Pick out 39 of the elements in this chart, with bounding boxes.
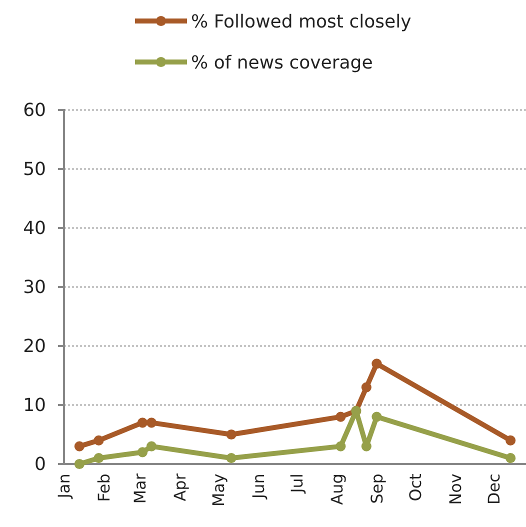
point <box>74 458 84 470</box>
point <box>226 429 236 440</box>
point <box>94 453 104 464</box>
x-tick-label: May <box>209 474 228 507</box>
point <box>137 418 148 428</box>
x-tick-label: Jun <box>248 474 268 500</box>
point <box>94 435 104 446</box>
y-tick-label: 20 <box>23 336 46 357</box>
y-tick-label: 0 <box>34 454 46 475</box>
x-tick-label: Apr <box>170 473 190 502</box>
x-tick-label: Feb <box>94 474 114 502</box>
x-tick-label: Dec <box>484 474 504 505</box>
x-tick-label: Jul <box>288 474 307 494</box>
point <box>361 382 372 392</box>
point <box>146 418 157 428</box>
y-tick-label: 10 <box>23 394 46 416</box>
x-tick-label: Oct <box>406 474 425 502</box>
point <box>74 441 84 452</box>
point <box>361 441 372 452</box>
x-tick-label: Jan <box>54 474 74 500</box>
point <box>226 453 236 464</box>
point <box>372 412 382 422</box>
point <box>336 412 346 422</box>
y-tick-label: 40 <box>23 218 46 239</box>
legend-label: % Followed most closely <box>191 11 412 32</box>
legend-label: % of news coverage <box>191 52 373 74</box>
y-tick-label: 60 <box>23 100 46 121</box>
x-tick-label: Nov <box>446 474 465 505</box>
x-tick-label: Sep <box>367 474 386 504</box>
point <box>506 435 516 446</box>
point <box>372 358 382 369</box>
y-tick-label: 50 <box>23 158 46 180</box>
point <box>137 447 148 458</box>
y-tick-label: 30 <box>23 276 46 298</box>
x-tick-label: Aug <box>327 474 346 505</box>
point <box>506 453 516 464</box>
x-tick-label: Mar <box>130 473 150 504</box>
point <box>146 441 157 452</box>
point <box>336 441 346 452</box>
